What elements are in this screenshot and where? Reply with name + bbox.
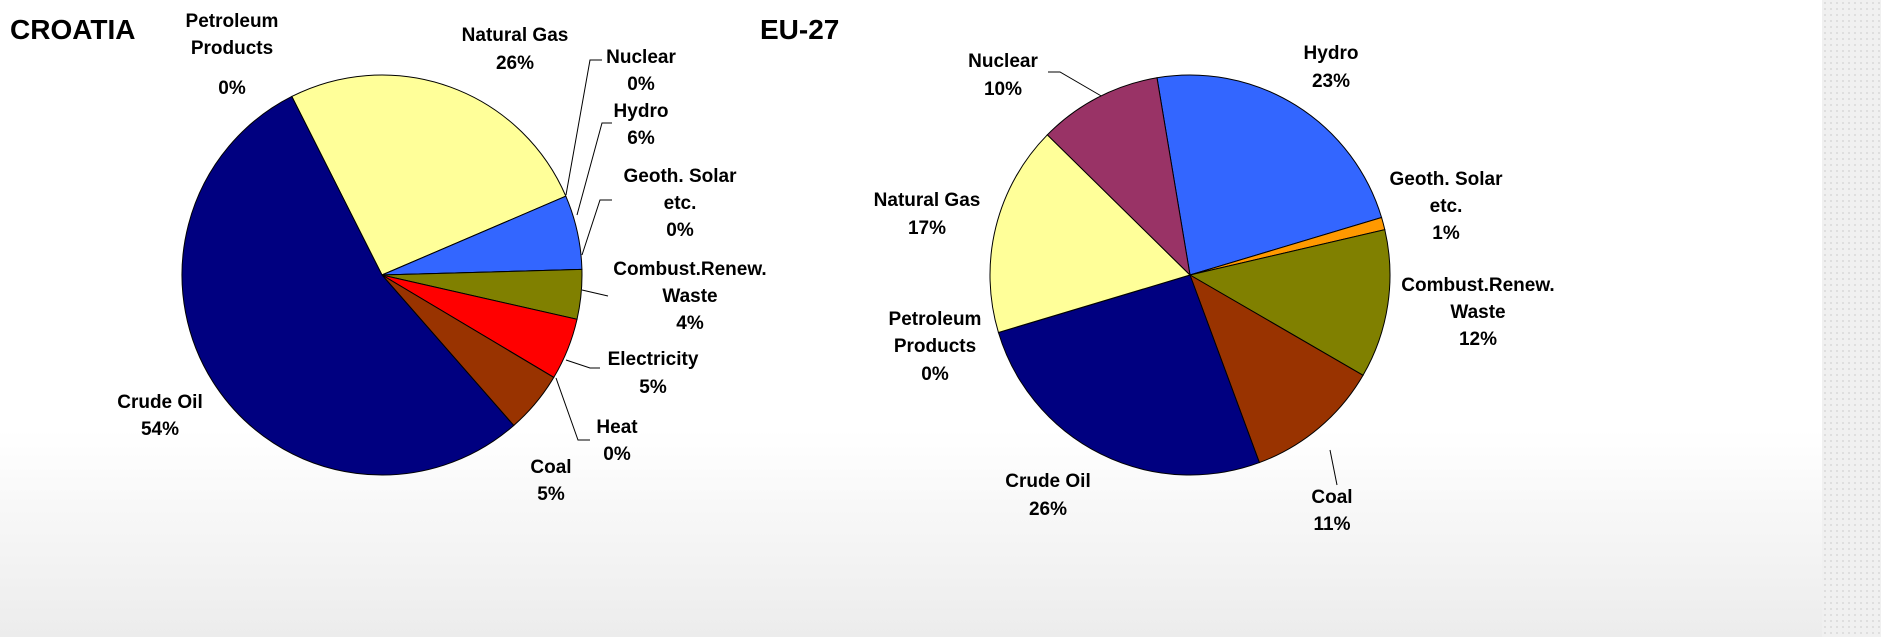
value-label: 26% bbox=[1028, 499, 1068, 520]
leader-lines bbox=[555, 59, 1338, 486]
value-label: 0% bbox=[921, 364, 949, 385]
pie-slice bbox=[181, 95, 515, 476]
category-label: Combust.Renew. Waste bbox=[613, 259, 767, 307]
value-label: 0% bbox=[603, 444, 631, 465]
leader-line bbox=[576, 122, 612, 216]
category-label: Crude Oil bbox=[117, 392, 203, 413]
leader-line bbox=[555, 377, 590, 441]
leader-line bbox=[581, 199, 612, 256]
category-label: Electricity bbox=[607, 349, 699, 370]
pie-slice bbox=[1189, 273, 1364, 464]
category-label: Coal bbox=[530, 457, 572, 478]
value-label: 5% bbox=[639, 377, 667, 398]
leader-line bbox=[1048, 71, 1104, 98]
pie-slice bbox=[997, 274, 1261, 476]
value-label: 26% bbox=[495, 53, 535, 74]
value-label: 5% bbox=[537, 484, 565, 505]
leader-line bbox=[1329, 449, 1338, 486]
value-label: 17% bbox=[907, 218, 947, 239]
value-label: 12% bbox=[1458, 329, 1498, 350]
pie-slice bbox=[1156, 74, 1383, 276]
category-label: Hydro bbox=[613, 101, 669, 122]
value-label: 4% bbox=[676, 313, 704, 334]
category-label: Geoth. Solar etc. bbox=[1389, 169, 1503, 217]
category-label: Geoth. Solar etc. bbox=[623, 166, 737, 214]
pie-slice bbox=[1046, 77, 1191, 277]
value-label: 0% bbox=[666, 220, 694, 241]
pie-slice bbox=[1188, 229, 1391, 376]
value-label: 0% bbox=[627, 74, 655, 95]
value-label: 10% bbox=[983, 79, 1023, 100]
chart-title: CROATIA bbox=[10, 14, 136, 45]
category-label: Nuclear bbox=[606, 47, 676, 68]
value-label: 23% bbox=[1311, 71, 1351, 92]
category-label: Crude Oil bbox=[1005, 471, 1091, 492]
chart-title: EU-27 bbox=[760, 14, 840, 45]
value-label: 1% bbox=[1432, 223, 1460, 244]
category-label: Coal bbox=[1311, 487, 1353, 508]
leader-line bbox=[581, 289, 609, 297]
value-label: 11% bbox=[1313, 514, 1351, 535]
side-strip bbox=[1822, 0, 1881, 637]
leader-line bbox=[565, 59, 602, 196]
value-label: 0% bbox=[218, 78, 246, 99]
leader-line bbox=[565, 359, 600, 369]
value-label: 6% bbox=[627, 128, 655, 149]
pie-slice bbox=[989, 134, 1191, 334]
category-label: Heat bbox=[596, 417, 638, 438]
category-label: Combust.Renew. Waste bbox=[1401, 275, 1555, 323]
pie-slice bbox=[291, 74, 567, 276]
value-label: 54% bbox=[140, 419, 180, 440]
category-label: Natural Gas bbox=[873, 190, 981, 211]
category-label: Nuclear bbox=[968, 51, 1038, 72]
category-label: Petroleum Products bbox=[888, 309, 982, 357]
category-label: Natural Gas bbox=[461, 25, 569, 46]
category-label: Petroleum Products bbox=[185, 11, 279, 59]
category-label: Hydro bbox=[1303, 43, 1359, 64]
